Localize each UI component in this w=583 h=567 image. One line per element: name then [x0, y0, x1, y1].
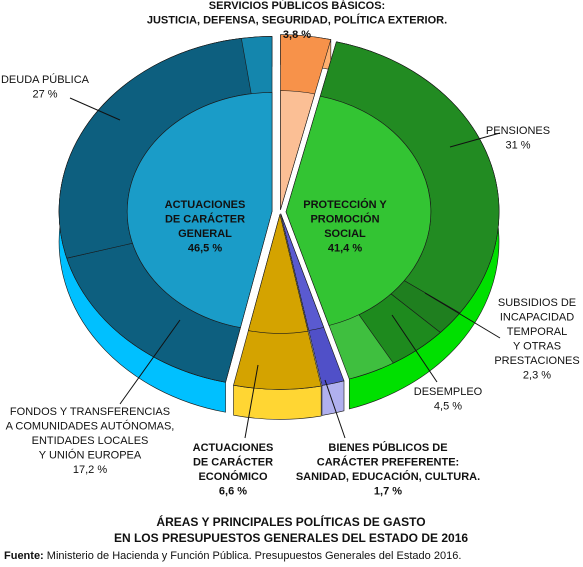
data-label: SUBSIDIOS DE	[498, 297, 576, 309]
data-label: Y OTRAS	[513, 340, 561, 352]
slice-inner	[285, 95, 432, 326]
data-label: ENTIDADES LOCALES	[32, 435, 149, 447]
data-label: PROMOCIÓN	[310, 212, 379, 225]
data-label: SANIDAD, EDUCACIÓN, CULTURA.	[296, 470, 480, 483]
chart-title: EN LOS PRESUPUESTOS GENERALES DEL ESTADO…	[114, 531, 468, 545]
slice-inner	[248, 214, 309, 334]
data-label: TEMPORAL	[507, 326, 568, 338]
data-label: 6,6 %	[219, 485, 247, 497]
source: Fuente: Ministerio de Hacienda y Función…	[4, 550, 461, 562]
data-label: GENERAL	[178, 228, 232, 240]
data-label: ECONÓMICO	[198, 470, 268, 483]
labels: SERVICIOS PÚBLICOS BÁSICOS:JUSTICIA, DEF…	[1, 0, 580, 497]
source-text: Ministerio de Hacienda y Función Pública…	[47, 550, 462, 562]
slice-inner	[280, 213, 325, 331]
leader-line	[69, 97, 121, 121]
leader-line	[324, 379, 346, 439]
data-label: BIENES PÚBLICOS DE	[328, 441, 447, 454]
slice-inner	[280, 90, 316, 210]
data-label: SOCIAL	[324, 228, 366, 240]
data-label: 3,8 %	[283, 29, 311, 41]
data-label: DE CARÁCTER	[193, 455, 273, 468]
data-label: FONDOS Y TRANSFERENCIAS	[10, 406, 170, 418]
data-label: 31 %	[505, 139, 530, 151]
slice-side	[233, 384, 322, 420]
data-label: DE CARÁCTER	[165, 212, 245, 225]
pie	[58, 34, 500, 420]
data-label: 2,3 %	[523, 369, 551, 381]
leader-line	[119, 319, 181, 405]
data-label: ACTUACIONES	[193, 442, 274, 454]
data-label: PRESTACIONES	[494, 355, 579, 367]
data-label: 17,2 %	[73, 464, 107, 476]
data-label: INCAPACIDAD	[500, 311, 574, 323]
data-label: Y UNIÓN EUROPEA	[39, 448, 142, 461]
data-label: 46,5 %	[188, 242, 222, 254]
data-label: 27 %	[32, 88, 57, 100]
data-label: 1,7 %	[374, 485, 402, 497]
data-label: ACTUACIONES	[165, 199, 246, 211]
chart-title: ÁREAS Y PRINCIPALES POLÍTICAS DE GASTO	[156, 514, 425, 529]
leader-line	[449, 132, 501, 148]
data-label: 41,4 %	[328, 242, 362, 254]
data-label: 4,5 %	[434, 400, 462, 412]
source-label: Fuente:	[4, 550, 44, 562]
data-label: DESEMPLEO	[414, 386, 483, 398]
slice-inner	[126, 92, 273, 328]
data-label: CARÁCTER PREFERENTE:	[317, 455, 459, 468]
data-label: A COMUNIDADES AUTÓNOMAS,	[6, 419, 175, 432]
data-label: DEUDA PÚBLICA	[1, 73, 90, 86]
data-label: JUSTICIA, DEFENSA, SEGURIDAD, POLÍTICA E…	[147, 13, 447, 26]
slice-side	[321, 380, 345, 416]
leader-line	[424, 292, 501, 339]
data-label: PENSIONES	[486, 125, 550, 137]
data-label: PROTECCIÓN Y	[303, 198, 387, 211]
leader-line	[391, 314, 438, 383]
data-label: SERVICIOS PÚBLICOS BÁSICOS:	[209, 0, 385, 12]
leader-line	[244, 364, 259, 439]
